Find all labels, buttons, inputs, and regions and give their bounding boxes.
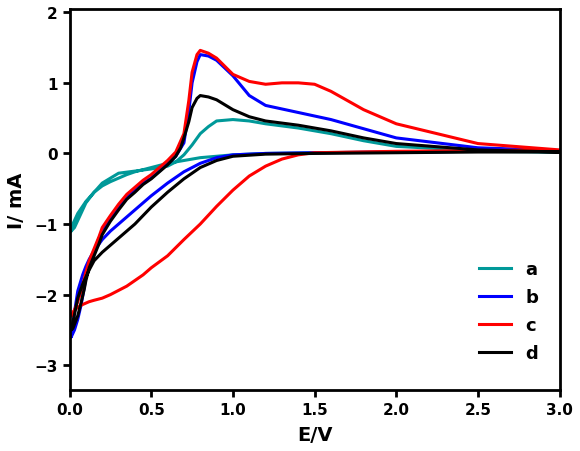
a: [68, 229, 75, 234]
d: [99, 250, 106, 255]
Line: d: d: [71, 97, 560, 330]
d: [68, 327, 75, 333]
a: [99, 181, 106, 186]
a: [107, 179, 114, 185]
a: [262, 152, 269, 157]
a: [213, 119, 220, 124]
a: [90, 190, 97, 196]
b: [99, 229, 106, 234]
c: [140, 178, 147, 184]
a: [311, 151, 318, 156]
Line: b: b: [71, 55, 560, 337]
a: [180, 153, 187, 158]
a: [124, 173, 130, 178]
a: [246, 119, 253, 124]
c: [107, 292, 114, 298]
a: [107, 176, 114, 181]
a: [360, 139, 367, 144]
a: [213, 154, 220, 160]
a: [164, 164, 171, 170]
a: [164, 161, 171, 167]
a: [230, 118, 237, 123]
a: [132, 170, 139, 175]
b: [68, 335, 75, 340]
c: [197, 49, 204, 54]
a: [148, 167, 155, 172]
d: [115, 208, 122, 213]
a: [82, 199, 89, 205]
b: [140, 181, 147, 186]
c: [172, 150, 179, 156]
a: [262, 122, 269, 127]
a: [172, 160, 179, 165]
a: [197, 132, 204, 137]
a: [74, 218, 81, 224]
a: [115, 176, 122, 181]
a: [556, 150, 563, 156]
b: [156, 169, 163, 175]
Y-axis label: I/ mA: I/ mA: [7, 172, 26, 228]
a: [230, 153, 237, 158]
a: [295, 126, 302, 131]
a: [82, 201, 89, 206]
a: [71, 226, 78, 231]
d: [360, 136, 367, 141]
a: [132, 169, 139, 175]
Legend: a, b, c, d: a, b, c, d: [472, 253, 546, 370]
b: [68, 335, 75, 340]
Line: a: a: [71, 120, 560, 231]
a: [148, 166, 155, 171]
d: [556, 150, 563, 156]
d: [132, 190, 139, 196]
a: [197, 156, 204, 161]
a: [79, 208, 86, 213]
a: [393, 150, 400, 156]
b: [197, 53, 204, 58]
a: [115, 171, 122, 176]
a: [474, 148, 481, 154]
d: [197, 94, 204, 99]
a: [556, 150, 563, 156]
d: [68, 327, 75, 333]
a: [205, 124, 212, 130]
d: [180, 136, 187, 141]
a: [328, 132, 335, 137]
b: [172, 154, 179, 160]
a: [90, 190, 97, 196]
a: [393, 144, 400, 150]
a: [474, 149, 481, 155]
c: [246, 79, 253, 85]
c: [74, 305, 81, 310]
b: [393, 150, 400, 156]
b: [180, 141, 187, 146]
X-axis label: E/V: E/V: [297, 425, 332, 444]
a: [70, 222, 77, 227]
a: [188, 143, 195, 148]
a: [74, 211, 81, 216]
Line: c: c: [71, 51, 560, 316]
a: [99, 184, 106, 189]
a: [68, 229, 75, 234]
c: [68, 313, 75, 319]
a: [180, 158, 187, 164]
c: [360, 108, 367, 113]
c: [68, 313, 75, 319]
